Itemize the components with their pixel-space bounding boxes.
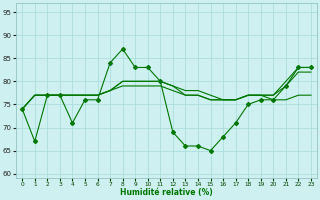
X-axis label: Humidité relative (%): Humidité relative (%) [120, 188, 213, 197]
